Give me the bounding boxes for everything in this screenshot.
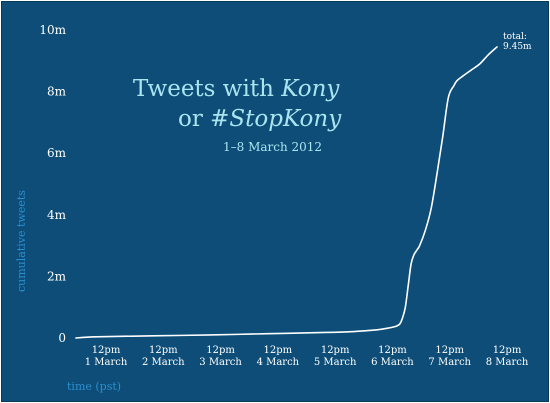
- y-tick-label: 8m: [47, 85, 67, 99]
- x-tick-label-time: 12pm: [264, 345, 293, 356]
- chart-subtitle: 1–8 March 2012: [223, 140, 323, 154]
- title-text-2: or: [178, 106, 211, 132]
- x-tick-label-time: 12pm: [378, 345, 407, 356]
- x-tick-label-time: 12pm: [206, 345, 235, 356]
- total-annotation-label: total:: [503, 32, 527, 42]
- y-tick-label: 10m: [39, 23, 66, 37]
- title-text-1: Tweets with: [133, 76, 282, 102]
- title-italic-2: #StopKony: [210, 106, 342, 132]
- x-tick-label-date: 5 March: [314, 357, 357, 368]
- title-italic-1: Kony: [281, 76, 340, 102]
- y-tick-label: 0: [58, 331, 66, 345]
- chart-title-line-2: or #StopKony: [178, 108, 341, 131]
- x-tick-label-time: 12pm: [92, 345, 121, 356]
- x-tick-label-date: 6 March: [371, 357, 414, 368]
- y-tick-label: 4m: [47, 208, 67, 222]
- x-tick-label-date: 3 March: [199, 357, 242, 368]
- y-tick-label: 2m: [47, 269, 67, 283]
- cumulative-tweets-line: [75, 46, 498, 339]
- x-tick-label-date: 7 March: [428, 357, 471, 368]
- y-tick-label: 6m: [47, 146, 67, 160]
- x-tick-label-time: 12pm: [493, 345, 522, 356]
- x-tick-label-date: 1 March: [85, 357, 128, 368]
- y-axis-label: cumulative tweets: [15, 190, 28, 292]
- x-tick-label-time: 12pm: [321, 345, 350, 356]
- x-tick-label-time: 12pm: [435, 345, 464, 356]
- x-tick-label-date: 8 March: [486, 357, 529, 368]
- chart-title-line-1: Tweets with Kony: [133, 78, 339, 101]
- x-tick-label-date: 2 March: [142, 357, 185, 368]
- x-axis-label: time (pst): [67, 380, 122, 393]
- x-tick-label-time: 12pm: [149, 345, 178, 356]
- total-annotation-value: 9.45m: [503, 42, 532, 52]
- x-tick-label-date: 4 March: [257, 357, 300, 368]
